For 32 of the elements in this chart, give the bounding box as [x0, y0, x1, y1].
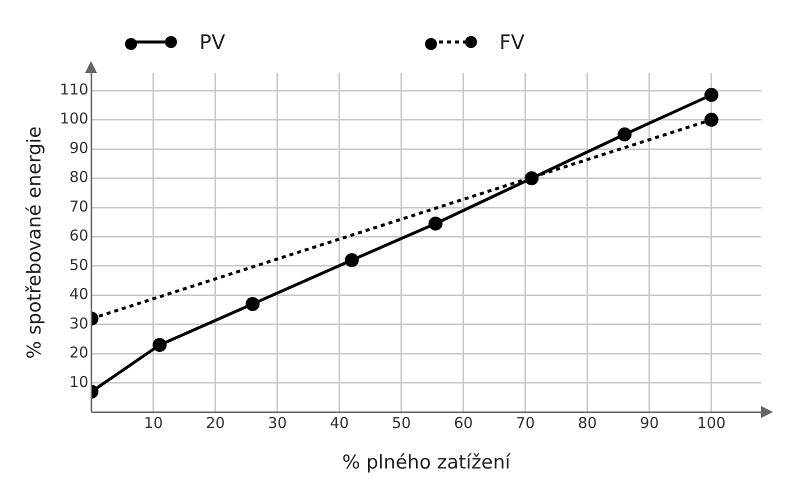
- x-axis-title: % plného zatížení: [342, 452, 512, 474]
- x-tick-label: 40: [330, 414, 349, 432]
- y-tick-label: 30: [69, 314, 88, 332]
- y-tick-label: 60: [69, 226, 88, 245]
- x-tick-label: 100: [697, 414, 726, 432]
- y-tick-label: 100: [60, 110, 88, 128]
- point: [704, 88, 718, 102]
- legend-label: FV: [499, 30, 525, 54]
- y-tick-label: 50: [69, 256, 88, 274]
- y-tick-label: 20: [69, 344, 88, 362]
- point: [152, 338, 167, 352]
- x-tick-label: 80: [578, 414, 597, 432]
- x-tick-label: 90: [640, 414, 659, 432]
- y-tick-label: 110: [60, 80, 88, 98]
- x-tick-label: 10: [144, 414, 163, 432]
- x-tick-label: 30: [268, 414, 287, 432]
- point: [428, 216, 443, 231]
- point: [344, 253, 359, 268]
- y-tick-label: 80: [69, 168, 88, 186]
- x-tick-label: 70: [516, 414, 535, 432]
- y-tick-label: 70: [69, 197, 88, 216]
- y-tick-label: 40: [69, 285, 88, 304]
- legend-label: PV: [199, 30, 226, 54]
- y-axis-title: % spotřebované energie: [23, 126, 46, 359]
- x-tick-label: 50: [392, 414, 411, 432]
- y-tick-label: 90: [69, 138, 88, 157]
- point: [524, 171, 539, 186]
- x-tick-label: 20: [206, 414, 225, 432]
- x-tick-label: 60: [454, 414, 473, 432]
- point: [618, 127, 632, 142]
- point: [246, 297, 260, 312]
- y-tick-label: 10: [69, 372, 88, 391]
